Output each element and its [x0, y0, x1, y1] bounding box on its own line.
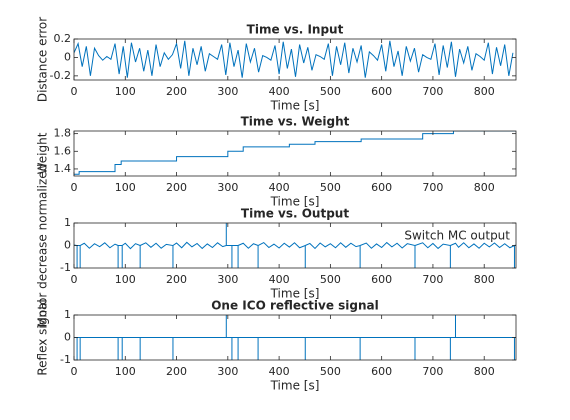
x-axis-label: Time [s]: [270, 379, 320, 393]
chart-title: Time vs. Weight: [241, 115, 350, 129]
y-tick-label: 0: [64, 239, 71, 252]
x-tick-label: 800: [474, 85, 495, 98]
x-tick-label: 0: [71, 85, 78, 98]
y-tick-label: 1: [64, 308, 71, 321]
axes-box: [73, 38, 517, 81]
y-axis-label: Motor decrease normalized: [36, 164, 50, 328]
x-tick-label: 600: [371, 85, 392, 98]
x-tick-label: 300: [217, 181, 238, 194]
x-tick-label: 200: [166, 365, 187, 378]
y-tick-label: 0: [64, 331, 71, 344]
x-tick-label: 700: [422, 273, 443, 286]
x-axis-label: Time [s]: [270, 287, 320, 301]
x-tick-label: 500: [320, 365, 341, 378]
x-tick-label: 400: [269, 273, 290, 286]
y-tick-label: 0.2: [54, 32, 72, 45]
x-axis-label: Time [s]: [270, 99, 320, 113]
legend-label: Switch MC output: [404, 229, 510, 243]
y-tick-label: -0.2: [50, 69, 71, 82]
x-tick-label: 100: [115, 273, 136, 286]
chart-title: Time vs. Input: [247, 23, 344, 37]
chart-title: One ICO reflective signal: [211, 299, 379, 313]
axes-box: [73, 130, 517, 177]
x-tick-label: 700: [422, 365, 443, 378]
y-axis-label: Weight: [36, 132, 50, 174]
y-tick-label: -1: [60, 261, 71, 274]
x-tick-label: 400: [269, 365, 290, 378]
x-tick-label: 600: [371, 181, 392, 194]
x-tick-label: 800: [474, 181, 495, 194]
x-tick-label: 300: [217, 85, 238, 98]
x-tick-label: 100: [115, 181, 136, 194]
x-tick-label: 0: [71, 181, 78, 194]
x-tick-label: 500: [320, 273, 341, 286]
x-tick-label: 300: [217, 273, 238, 286]
x-tick-label: 200: [166, 181, 187, 194]
data-line: [74, 315, 516, 360]
y-tick-label: 1.8: [54, 127, 72, 140]
x-tick-label: 500: [320, 181, 341, 194]
x-tick-label: 800: [474, 273, 495, 286]
y-tick-label: 0: [64, 50, 71, 63]
x-tick-label: 600: [371, 273, 392, 286]
x-tick-label: 200: [166, 273, 187, 286]
x-tick-label: 100: [115, 365, 136, 378]
y-axis-label: Reflex signal: [36, 299, 50, 375]
y-tick-label: 1.4: [54, 162, 72, 175]
x-tick-label: 300: [217, 365, 238, 378]
data-line: [74, 131, 516, 175]
data-line: [74, 40, 514, 78]
x-axis-label: Time [s]: [270, 195, 320, 209]
data-line: [74, 223, 516, 268]
x-tick-label: 0: [71, 273, 78, 286]
x-tick-label: 600: [371, 365, 392, 378]
x-tick-label: 700: [422, 181, 443, 194]
y-tick-label: 1: [64, 216, 71, 229]
x-tick-label: 0: [71, 365, 78, 378]
x-tick-label: 700: [422, 85, 443, 98]
y-tick-label: 1.6: [54, 144, 72, 157]
chart-title: Time vs. Output: [241, 207, 349, 221]
x-tick-label: 200: [166, 85, 187, 98]
x-tick-label: 500: [320, 85, 341, 98]
y-tick-label: -1: [60, 353, 71, 366]
y-axis-label: Distance error: [36, 17, 50, 102]
x-tick-label: 400: [269, 85, 290, 98]
x-tick-label: 400: [269, 181, 290, 194]
x-tick-label: 100: [115, 85, 136, 98]
x-tick-label: 800: [474, 365, 495, 378]
axes-background: [74, 131, 516, 176]
